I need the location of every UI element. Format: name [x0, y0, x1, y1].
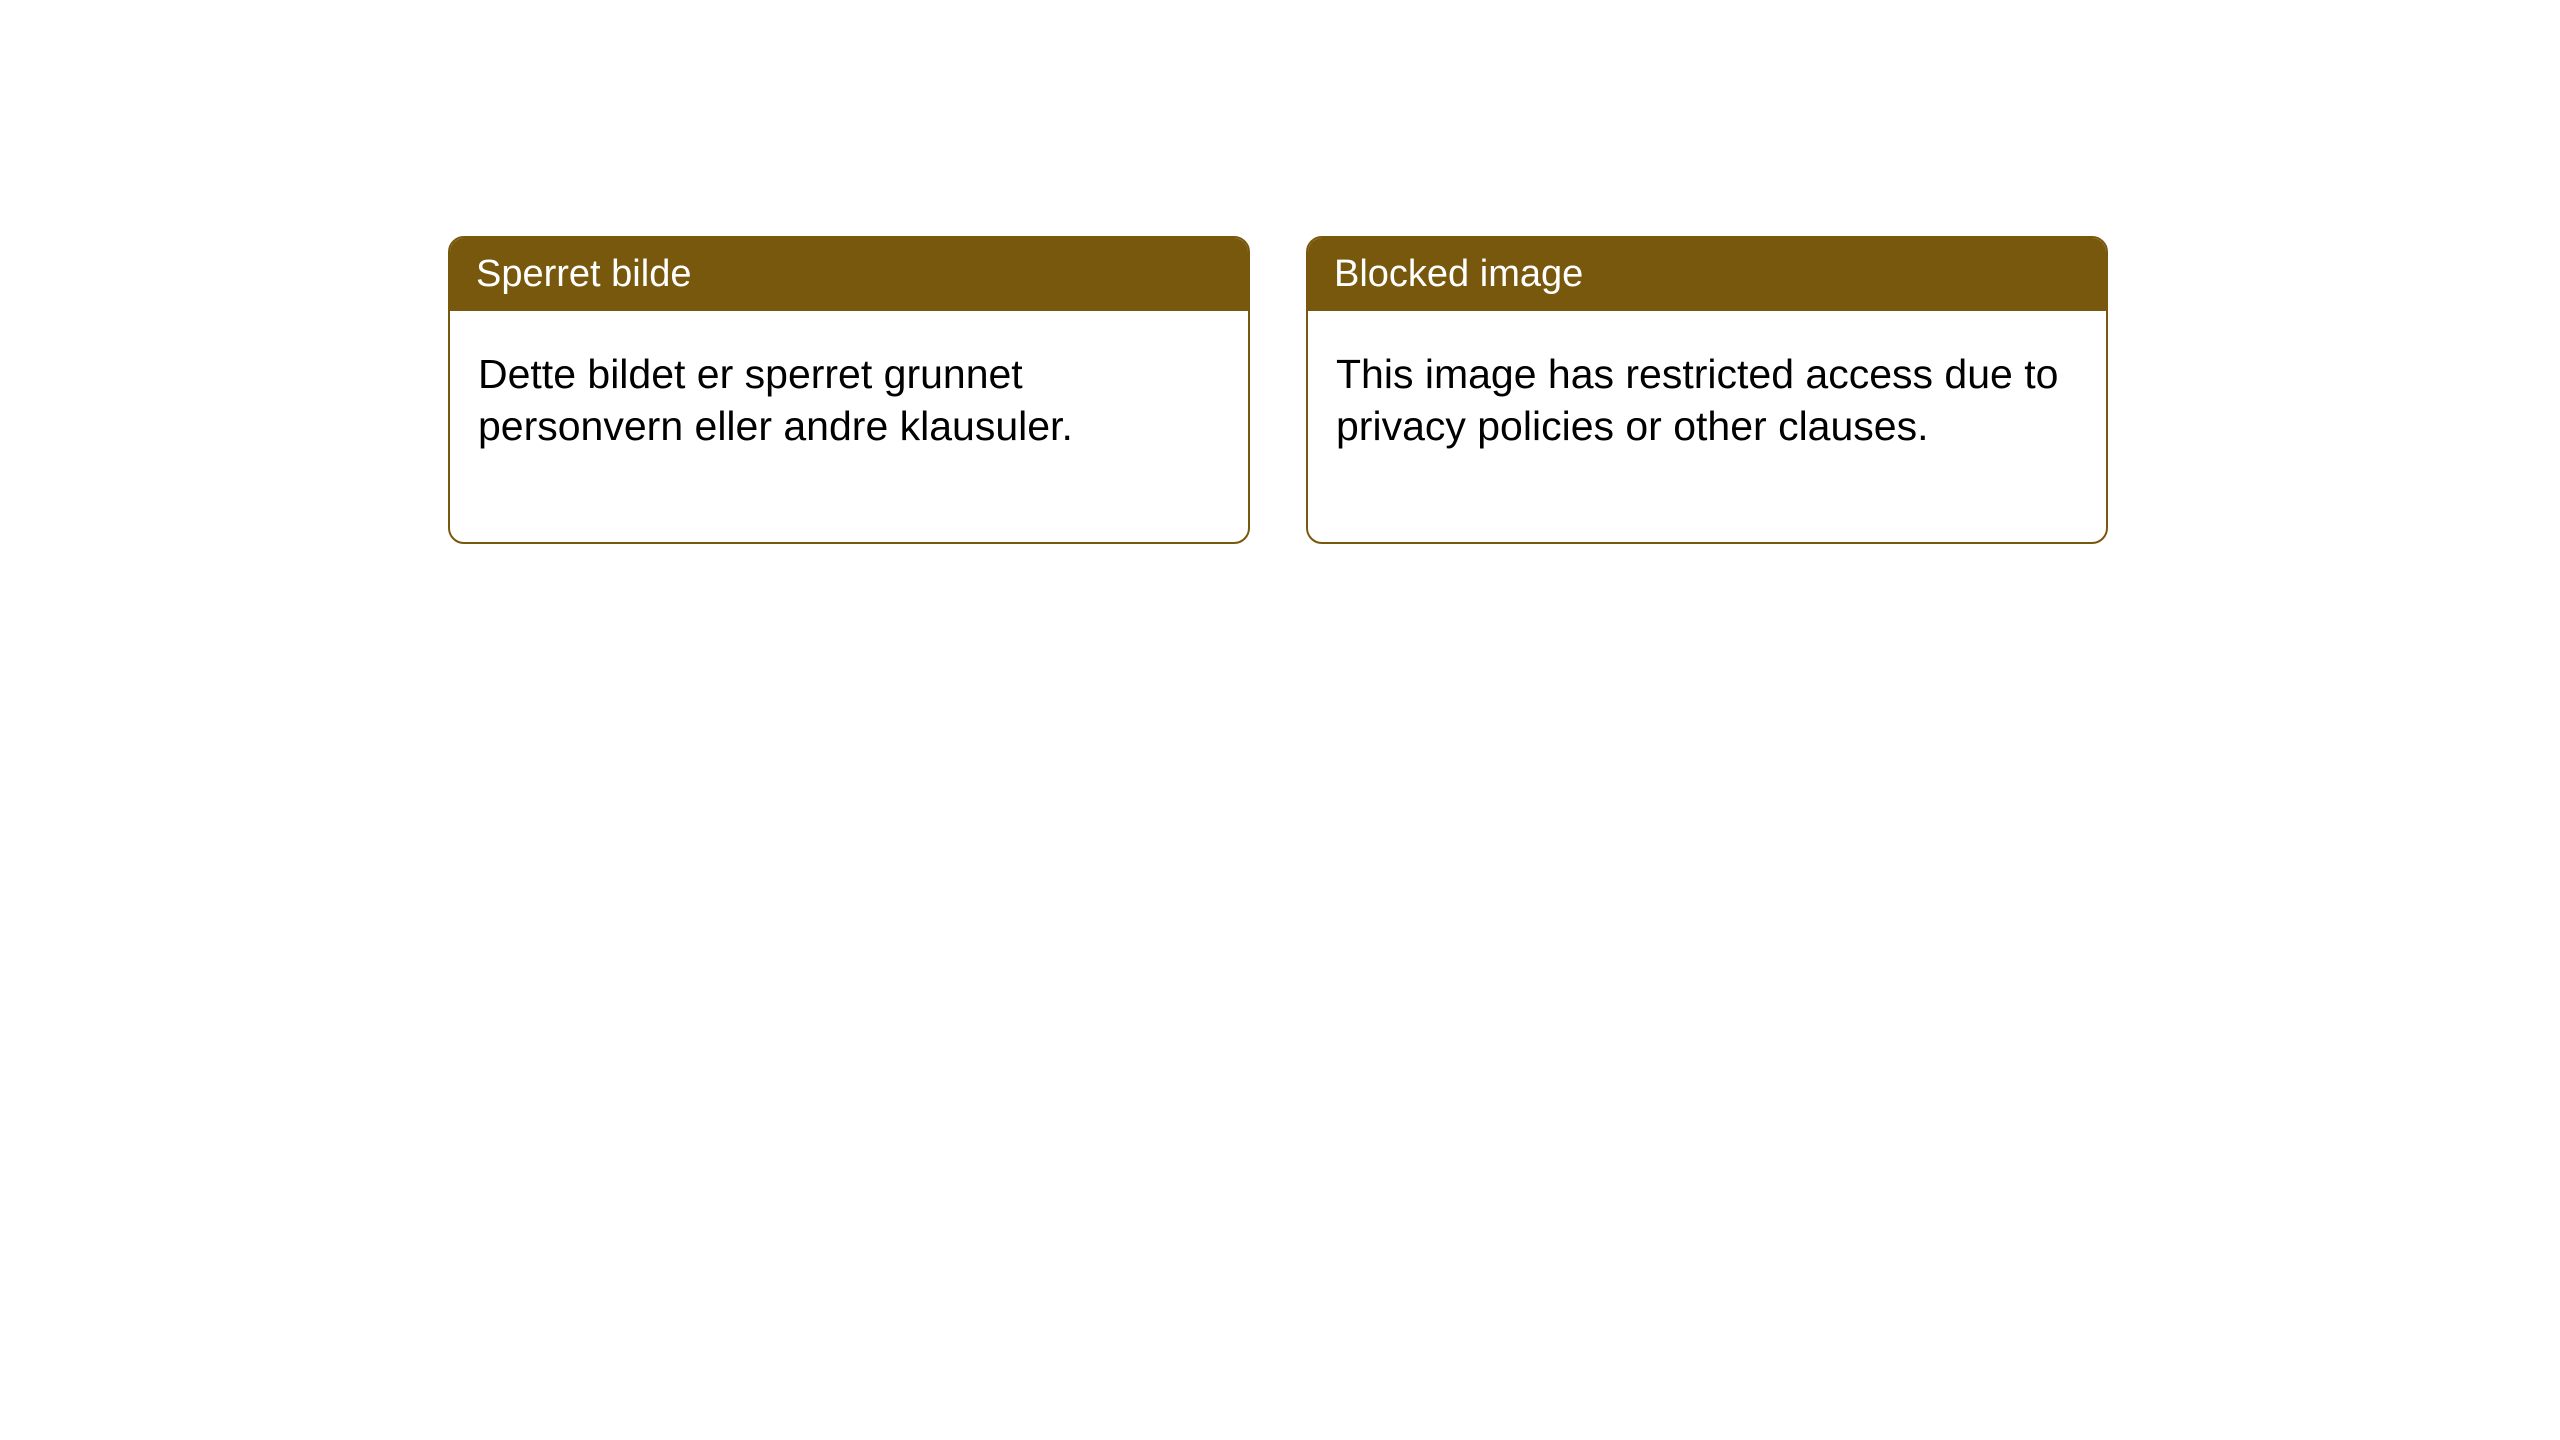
notice-card-english: Blocked image This image has restricted … — [1306, 236, 2108, 544]
notice-title: Blocked image — [1334, 253, 1583, 295]
notice-header: Sperret bilde — [450, 238, 1248, 311]
notice-body-text: This image has restricted access due to … — [1336, 351, 2058, 448]
notice-body: This image has restricted access due to … — [1308, 311, 2106, 542]
notice-card-norwegian: Sperret bilde Dette bildet er sperret gr… — [448, 236, 1250, 544]
notice-header: Blocked image — [1308, 238, 2106, 311]
notice-container: Sperret bilde Dette bildet er sperret gr… — [0, 0, 2560, 544]
notice-title: Sperret bilde — [476, 253, 691, 295]
notice-body-text: Dette bildet er sperret grunnet personve… — [478, 351, 1073, 448]
notice-body: Dette bildet er sperret grunnet personve… — [450, 311, 1248, 542]
